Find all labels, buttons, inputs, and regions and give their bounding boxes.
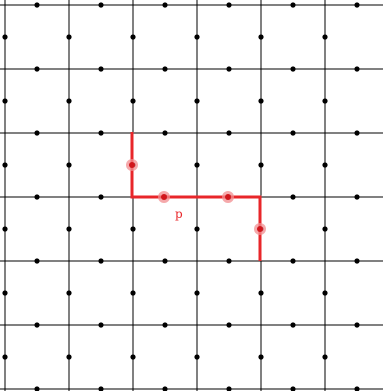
- lattice-dot: [130, 226, 136, 232]
- lattice-dot: [290, 258, 296, 264]
- lattice-dot: [66, 354, 72, 360]
- lattice-dot: [322, 226, 328, 232]
- lattice-dot: [66, 98, 72, 104]
- lattice-dot: [2, 354, 8, 360]
- lattice-dot: [66, 226, 72, 232]
- lattice-dot: [34, 322, 40, 328]
- lattice-dot: [194, 290, 200, 296]
- lattice-dot: [194, 98, 200, 104]
- lattice-dot: [34, 194, 40, 200]
- path-marker: [129, 162, 135, 168]
- lattice-dot: [34, 258, 40, 264]
- lattice-dot: [226, 322, 232, 328]
- lattice-dot: [226, 66, 232, 72]
- lattice-dot: [34, 2, 40, 8]
- red-path: [130, 132, 262, 261]
- lattice-dot: [98, 130, 104, 136]
- lattice-dot: [2, 226, 8, 232]
- lattice-dot: [2, 98, 8, 104]
- lattice-dot: [290, 130, 296, 136]
- lattice-dot: [226, 386, 232, 391]
- lattice-dot: [290, 322, 296, 328]
- lattice-dot: [354, 322, 360, 328]
- point-label-p: p: [175, 207, 183, 221]
- lattice-dot: [258, 354, 264, 360]
- lattice-dot: [66, 162, 72, 168]
- lattice-dot: [258, 98, 264, 104]
- lattice-dot: [258, 34, 264, 40]
- lattice-dot: [130, 34, 136, 40]
- lattice-dot: [2, 290, 8, 296]
- lattice-dot: [98, 258, 104, 264]
- lattice-dot: [354, 66, 360, 72]
- lattice-dot: [130, 98, 136, 104]
- lattice-dot: [354, 2, 360, 8]
- lattice-dot: [98, 386, 104, 391]
- path-marker: [161, 194, 167, 200]
- lattice-dots: [2, 2, 360, 391]
- lattice-dot: [34, 66, 40, 72]
- lattice-dot: [98, 194, 104, 200]
- path-markers: [126, 159, 266, 235]
- lattice-dot: [322, 34, 328, 40]
- lattice-dot: [354, 258, 360, 264]
- lattice-dot: [226, 258, 232, 264]
- lattice-dot: [290, 194, 296, 200]
- lattice-dot: [322, 98, 328, 104]
- path-segment-upper: [130, 132, 262, 261]
- lattice-dot: [162, 2, 168, 8]
- lattice-dot: [162, 130, 168, 136]
- lattice-dot: [130, 290, 136, 296]
- lattice-dot: [2, 34, 8, 40]
- lattice-dot: [34, 130, 40, 136]
- lattice-dot: [130, 354, 136, 360]
- lattice-dot: [354, 130, 360, 136]
- lattice-dot: [322, 354, 328, 360]
- lattice-dot: [98, 66, 104, 72]
- lattice-dot: [98, 322, 104, 328]
- lattice-dot: [290, 66, 296, 72]
- lattice-dot: [194, 354, 200, 360]
- lattice-dot: [354, 386, 360, 391]
- lattice-dot: [194, 162, 200, 168]
- lattice-dot: [98, 2, 104, 8]
- lattice-dot: [322, 162, 328, 168]
- lattice-dot: [162, 258, 168, 264]
- lattice-dot: [66, 290, 72, 296]
- lattice-dot: [290, 386, 296, 391]
- lattice-dot: [226, 130, 232, 136]
- lattice-dot: [258, 290, 264, 296]
- lattice-dot: [162, 386, 168, 391]
- lattice-dot: [2, 162, 8, 168]
- lattice-dot: [66, 34, 72, 40]
- lattice-dot: [194, 34, 200, 40]
- lattice-dot: [162, 66, 168, 72]
- path-marker: [225, 194, 231, 200]
- lattice-dot: [34, 386, 40, 391]
- lattice-dot: [322, 290, 328, 296]
- path-marker: [257, 226, 263, 232]
- lattice-dot: [258, 162, 264, 168]
- lattice-dot: [162, 322, 168, 328]
- lattice-dot: [226, 2, 232, 8]
- lattice-dot: [290, 2, 296, 8]
- lattice-dot: [194, 226, 200, 232]
- lattice-dot: [354, 194, 360, 200]
